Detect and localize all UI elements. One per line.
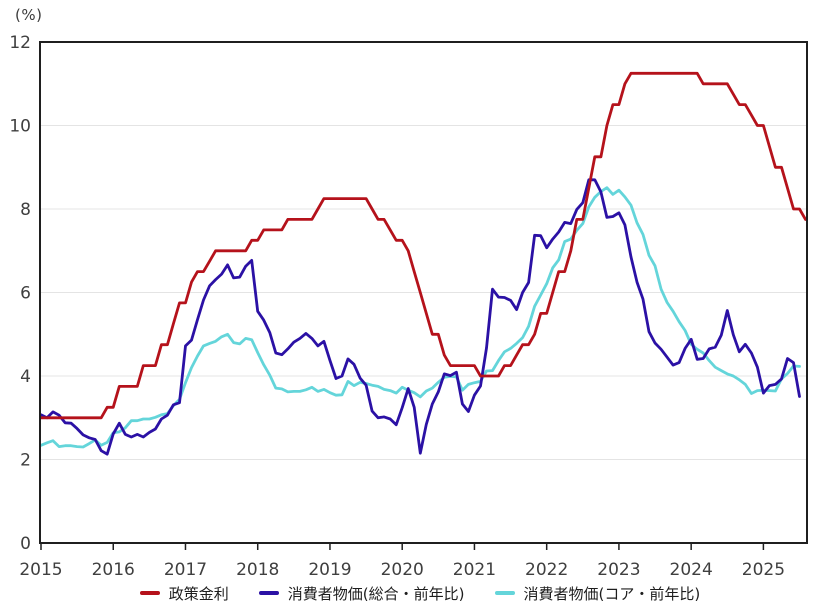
x-axis-tick-label: 2025 [742, 560, 785, 580]
cpi-headline-legend-label: 消費者物価(総合・前年比) [287, 584, 465, 603]
cpi-headline-line [39, 178, 801, 456]
legend-item-policy-rate: 政策金利 [139, 583, 229, 604]
cpi-headline-legend-swatch [258, 591, 279, 595]
policy-rate-line [39, 71, 807, 420]
policy-rate-legend-swatch [139, 591, 160, 595]
x-axis-tick-label: 2018 [236, 560, 279, 580]
cpi-core-legend-swatch [494, 591, 515, 595]
x-axis-tick-label: 2016 [92, 560, 135, 580]
x-axis-tick-label: 2021 [453, 560, 496, 580]
cpi-core-line [39, 186, 801, 449]
policy-rate-legend-label: 政策金利 [168, 584, 229, 603]
x-axis-tick-label: 2022 [525, 560, 568, 580]
y-axis-unit-label: (%) [15, 6, 43, 24]
x-axis-tick-label: 2019 [308, 560, 351, 580]
x-axis-tick-label: 2020 [381, 560, 424, 580]
y-axis-tick-label: 6 [20, 284, 31, 304]
plot-border [39, 41, 808, 544]
y-axis-tick-label: 2 [20, 451, 31, 471]
y-axis-tick-label: 4 [20, 367, 31, 387]
x-axis-tick-label: 2024 [670, 560, 713, 580]
y-axis-tick-label: 8 [20, 200, 31, 220]
chart-legend: 政策金利 消費者物価(総合・前年比) 消費者物価(コア・前年比) [0, 580, 840, 606]
legend-item-cpi-core: 消費者物価(コア・前年比) [494, 583, 701, 604]
x-axis-tick-label: 2023 [597, 560, 640, 580]
y-axis-tick-label: 10 [9, 117, 31, 137]
cpi-core-legend-label: 消費者物価(コア・前年比) [523, 584, 701, 603]
x-axis-tick-label: 2017 [164, 560, 207, 580]
y-axis-tick-label: 0 [20, 534, 31, 554]
y-axis-tick-label: 12 [9, 33, 31, 53]
legend-item-cpi-headline: 消費者物価(総合・前年比) [258, 583, 465, 604]
x-axis-tick-label: 2015 [19, 560, 62, 580]
